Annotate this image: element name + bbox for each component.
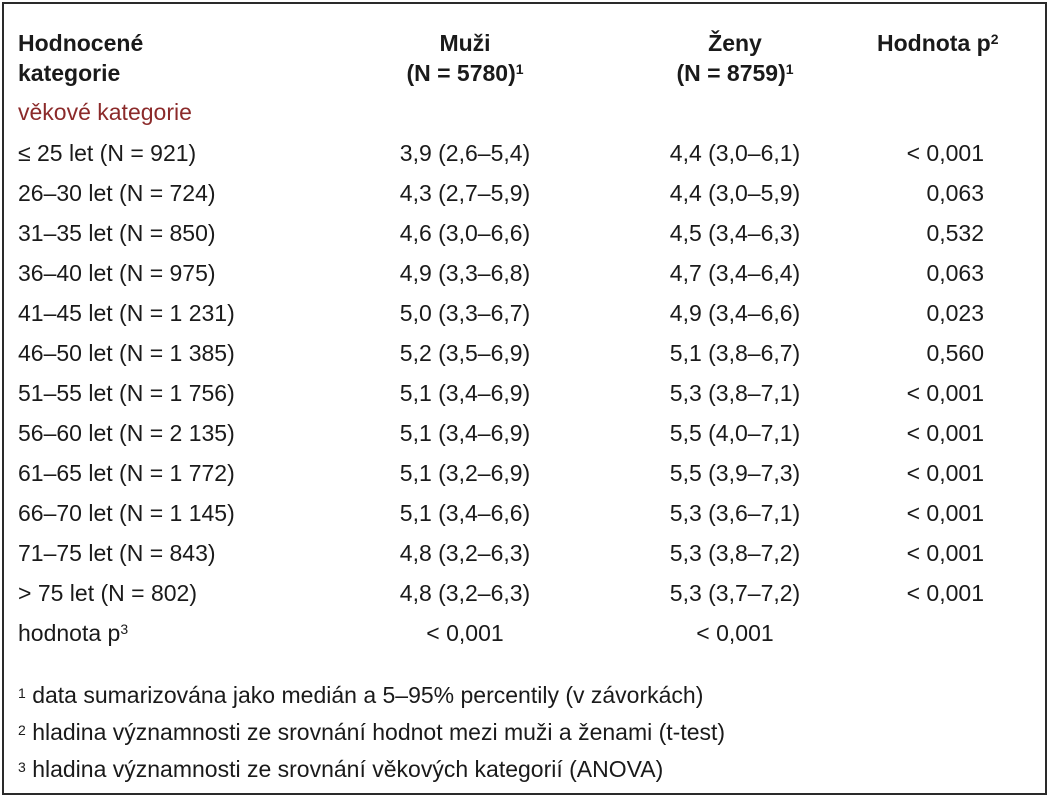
header-men-title: Muži: [439, 30, 491, 56]
pvalue-row-footnote-mark: 3: [120, 621, 129, 637]
row-category: 31–35 let (N = 850): [18, 220, 216, 246]
footnote-1-mark: 1: [18, 685, 26, 701]
pvalue-row-label-text: hodnota p: [18, 620, 121, 646]
header-women-footnote-mark: 1: [785, 61, 794, 77]
header-pvalue-text: Hodnota p: [877, 30, 991, 56]
category-label: věkové kategorie: [18, 99, 192, 125]
row-pvalue: 0,063: [926, 260, 984, 286]
header-women-count-text: (N = 8759): [676, 60, 786, 86]
row-pvalue: < 0,001: [906, 380, 984, 406]
row-pvalue: < 0,001: [906, 580, 984, 606]
row-men-value: 4,8 (3,2–6,3): [399, 540, 531, 566]
row-men-value: 3,9 (2,6–5,4): [399, 140, 531, 166]
header-pvalue: Hodnota p2: [877, 28, 999, 58]
row-women-value: 4,4 (3,0–5,9): [669, 180, 801, 206]
header-women-count: (N = 8759)1: [600, 58, 870, 88]
row-category: 66–70 let (N = 1 145): [18, 500, 235, 526]
footnote-1: 1 data sumarizována jako medián a 5–95% …: [18, 680, 703, 710]
row-men-value: 5,1 (3,2–6,9): [399, 460, 531, 486]
header-category-line2: kategorie: [18, 60, 121, 86]
row-women-value: 4,9 (3,4–6,6): [669, 300, 801, 326]
pvalue-row-women: < 0,001: [696, 620, 774, 646]
row-pvalue: < 0,001: [906, 420, 984, 446]
row-men-value: 4,6 (3,0–6,6): [399, 220, 531, 246]
row-men-value: 5,1 (3,4–6,6): [399, 500, 531, 526]
row-women-value: 5,3 (3,8–7,2): [669, 540, 801, 566]
row-women-value: 5,5 (3,9–7,3): [669, 460, 801, 486]
row-women-value: 5,1 (3,8–6,7): [669, 340, 801, 366]
header-category-line1: Hodnocené: [18, 30, 144, 56]
row-category: 26–30 let (N = 724): [18, 180, 216, 206]
footnote-3: 3 hladina významnosti ze srovnání věkový…: [18, 754, 663, 784]
footnote-3-text: hladina významnosti ze srovnání věkových…: [32, 756, 664, 782]
row-women-value: 4,4 (3,0–6,1): [669, 140, 801, 166]
row-category: 46–50 let (N = 1 385): [18, 340, 235, 366]
row-pvalue: < 0,001: [906, 540, 984, 566]
footnote-2: 2 hladina významnosti ze srovnání hodnot…: [18, 717, 725, 747]
row-women-value: 4,7 (3,4–6,4): [669, 260, 801, 286]
row-men-value: 5,1 (3,4–6,9): [399, 420, 531, 446]
pvalue-row-men: < 0,001: [426, 620, 504, 646]
row-category: 36–40 let (N = 975): [18, 260, 216, 286]
row-pvalue: 0,560: [926, 340, 984, 366]
row-pvalue: < 0,001: [906, 500, 984, 526]
pvalue-row-label: hodnota p3: [18, 618, 128, 648]
header-men-count: (N = 5780)1: [330, 58, 600, 88]
row-men-value: 5,2 (3,5–6,9): [399, 340, 531, 366]
row-women-value: 5,3 (3,6–7,1): [669, 500, 801, 526]
row-women-value: 5,5 (4,0–7,1): [669, 420, 801, 446]
row-category: 41–45 let (N = 1 231): [18, 300, 235, 326]
footnote-1-text: data sumarizována jako medián a 5–95% pe…: [32, 682, 704, 708]
row-pvalue: 0,532: [926, 220, 984, 246]
row-category: 71–75 let (N = 843): [18, 540, 216, 566]
row-category: > 75 let (N = 802): [18, 580, 197, 606]
row-women-value: 5,3 (3,8–7,1): [669, 380, 801, 406]
header-women-title: Ženy: [708, 30, 762, 56]
row-pvalue: < 0,001: [906, 140, 984, 166]
row-category: ≤ 25 let (N = 921): [18, 140, 197, 166]
row-men-value: 4,9 (3,3–6,8): [399, 260, 531, 286]
row-pvalue: 0,063: [926, 180, 984, 206]
row-category: 51–55 let (N = 1 756): [18, 380, 235, 406]
footnote-2-text: hladina významnosti ze srovnání hodnot m…: [32, 719, 726, 745]
footnote-3-mark: 3: [18, 759, 26, 775]
row-pvalue: < 0,001: [906, 460, 984, 486]
footnote-2-mark: 2: [18, 722, 26, 738]
row-men-value: 5,0 (3,3–6,7): [399, 300, 531, 326]
header-men-count-text: (N = 5780): [406, 60, 516, 86]
row-men-value: 5,1 (3,4–6,9): [399, 380, 531, 406]
row-women-value: 5,3 (3,7–7,2): [669, 580, 801, 606]
row-category: 56–60 let (N = 2 135): [18, 420, 235, 446]
row-category: 61–65 let (N = 1 772): [18, 460, 235, 486]
row-men-value: 4,8 (3,2–6,3): [399, 580, 531, 606]
header-men-footnote-mark: 1: [515, 61, 524, 77]
row-men-value: 4,3 (2,7–5,9): [399, 180, 531, 206]
row-pvalue: 0,023: [926, 300, 984, 326]
row-women-value: 4,5 (3,4–6,3): [669, 220, 801, 246]
header-pvalue-footnote-mark: 2: [990, 31, 999, 47]
